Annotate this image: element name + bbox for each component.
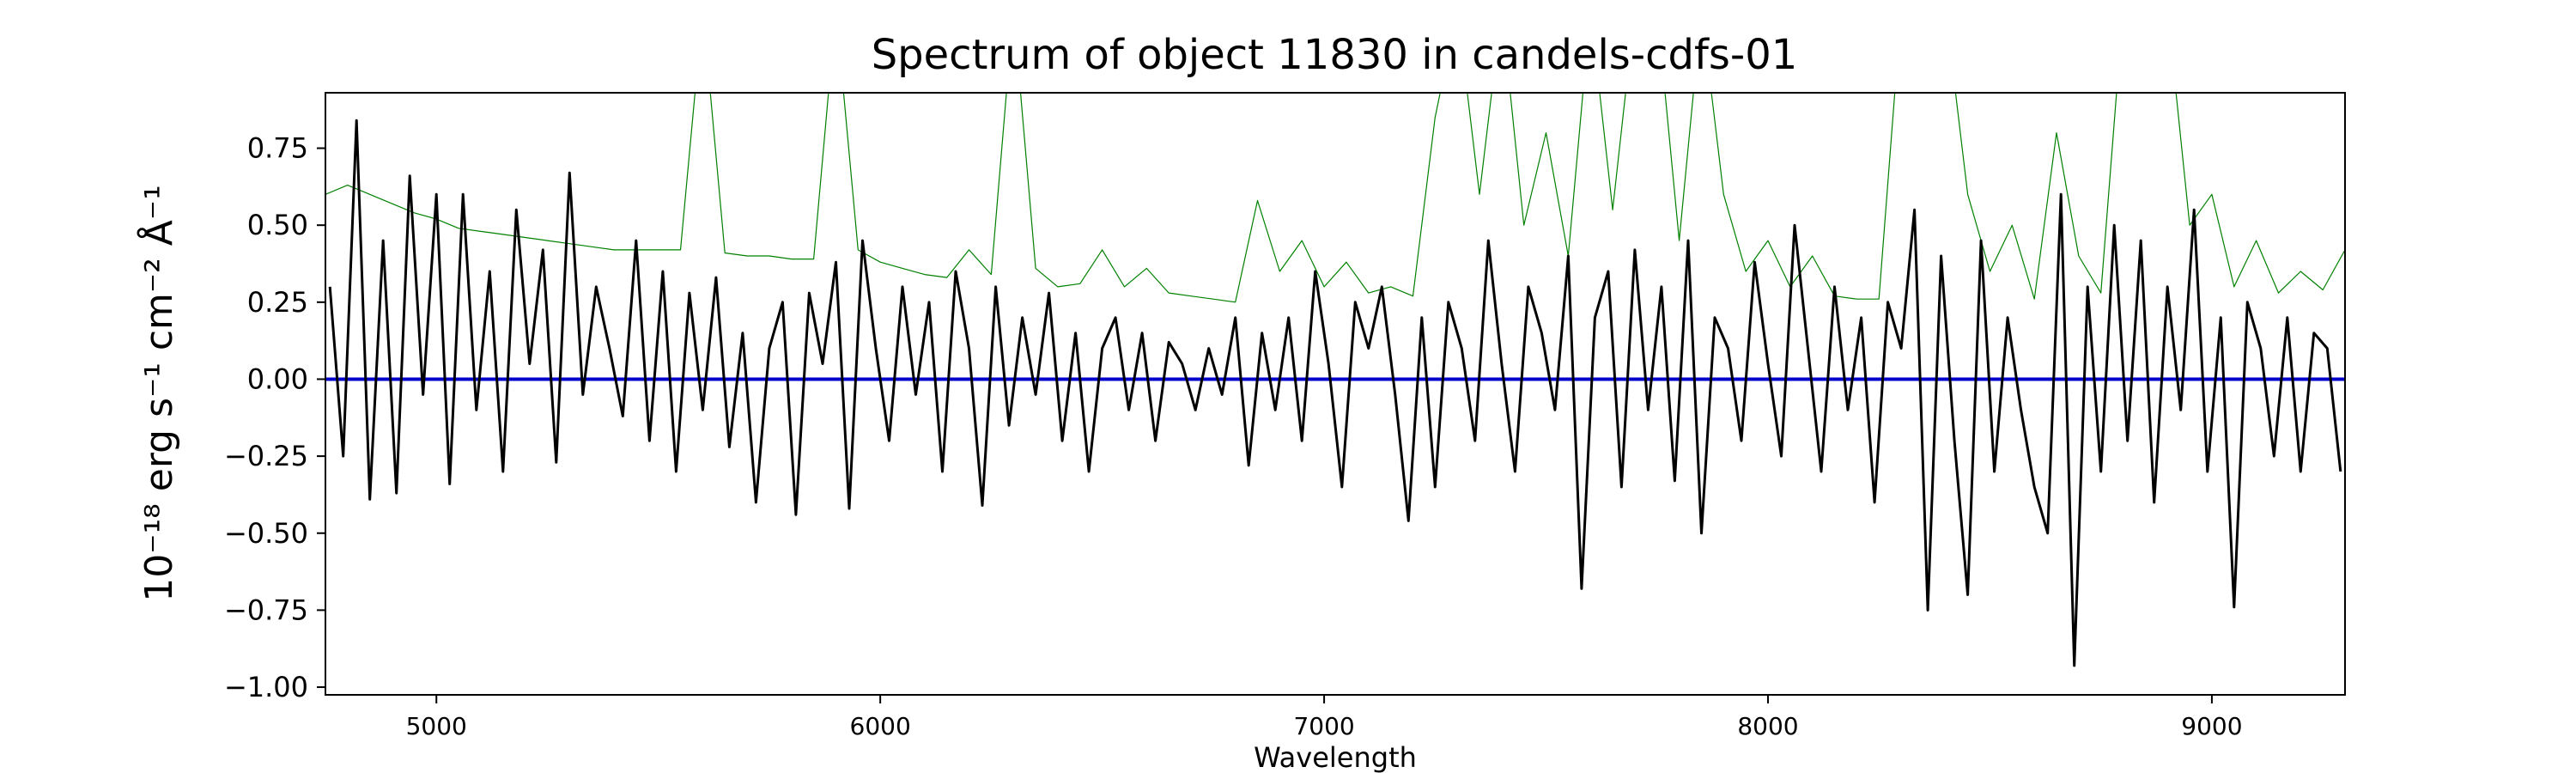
x-tick-label: 9000 <box>2181 712 2242 740</box>
plot-frame <box>325 92 2346 696</box>
y-tick-label: 0.50 <box>247 209 308 241</box>
y-tick-label: −0.50 <box>224 517 308 550</box>
y-axis: 0.75 0.50 0.25 0.00 −0.25 −0.50 −0.75 −1.00 <box>224 132 325 703</box>
y-tick-label: −1.00 <box>224 671 308 703</box>
x-tick-label: 5000 <box>406 712 467 740</box>
x-axis-label: Wavelength <box>1254 741 1417 773</box>
x-axis: 5000 6000 7000 8000 9000 <box>406 695 2243 740</box>
plot-area <box>325 93 2345 695</box>
series-group <box>325 93 2345 667</box>
y-axis-label: 10⁻¹⁸ erg s⁻¹ cm⁻² Å⁻¹ <box>136 185 181 601</box>
y-tick-label: −0.25 <box>224 440 308 472</box>
series-flux-line <box>328 119 2342 667</box>
chart-title: Spectrum of object 11830 in candels-cdfs… <box>872 31 1798 79</box>
x-tick-label: 6000 <box>850 712 911 740</box>
y-tick-label: −0.75 <box>224 593 308 626</box>
series-error-line <box>325 93 2345 303</box>
y-tick-label: 0.75 <box>247 132 308 165</box>
x-tick-label: 7000 <box>1293 712 1354 740</box>
y-tick-label: 0.00 <box>247 362 308 395</box>
y-tick-label: 0.25 <box>247 286 308 319</box>
x-tick-label: 8000 <box>1737 712 1798 740</box>
